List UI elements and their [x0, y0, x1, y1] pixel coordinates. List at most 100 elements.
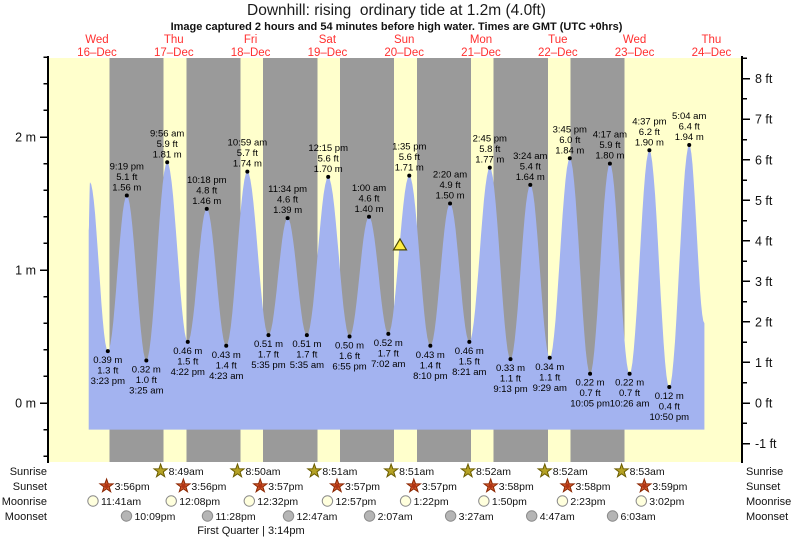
tide-point-dot	[185, 339, 190, 344]
tide-point-dot	[487, 165, 492, 170]
sunset-time: 3:56pm	[115, 481, 150, 493]
tide-point-dot	[204, 206, 209, 211]
tide-low-label: 1.4 ft	[216, 360, 237, 371]
tide-low-label: 0.52 m	[374, 338, 403, 349]
tide-high-label: 5.6 ft	[318, 153, 339, 164]
day-label: Sun	[394, 34, 414, 46]
sunset-row-label-right: Sunset	[746, 481, 781, 493]
moonset-time: 10:09pm	[134, 511, 175, 523]
sunrise-icon	[152, 462, 169, 478]
day-date-label: 17–Dec	[154, 47, 194, 59]
ft-axis-label: -1 ft	[755, 437, 777, 451]
tide-high-label: 10:18 pm	[187, 175, 227, 186]
moonrise-icon	[321, 495, 334, 507]
tide-low-label: 7:02 am	[371, 359, 405, 370]
page-title: Downhill: rising ordinary tide at 1.2m (…	[247, 2, 546, 19]
ft-axis-label: 7 ft	[755, 113, 773, 127]
sunrise-icon	[536, 462, 553, 478]
sunrise-row-label-left: Sunrise	[9, 466, 47, 478]
day-label: Sat	[319, 34, 337, 46]
ft-axis-label: 2 ft	[755, 315, 773, 329]
moonrise-icon	[87, 495, 99, 507]
tide-low-label: 1.5 ft	[177, 356, 198, 367]
tide-high-label: 4.6 ft	[277, 195, 298, 206]
moonset-icon	[120, 510, 133, 522]
sunrise-time: 8:53am	[630, 466, 665, 478]
tide-low-label: 1.4 ft	[420, 360, 441, 371]
sunrise-time: 8:51am	[322, 466, 357, 478]
sunrise-row-label-right: Sunrise	[746, 466, 784, 478]
tide-high-label: 10:59 am	[228, 138, 268, 149]
tide-low-label: 10:50 pm	[649, 412, 689, 423]
moonset-icon	[526, 510, 538, 522]
ft-axis-label: 6 ft	[755, 153, 773, 167]
tide-high-label: 6.0 ft	[559, 135, 580, 146]
sunrise-time: 8:51am	[399, 466, 434, 478]
tide-point-dot	[347, 334, 352, 339]
sunset-icon-core	[104, 483, 109, 489]
tide-low-label: 10:26 am	[610, 399, 650, 410]
tide-point-dot	[266, 333, 271, 338]
tide-point-dot	[165, 160, 170, 165]
tide-low-label: 4:22 pm	[171, 367, 205, 378]
moonset-icon	[282, 510, 295, 522]
tide-point-dot	[304, 333, 309, 338]
day-label: Wed	[85, 34, 108, 46]
sunrise-icon	[459, 462, 477, 478]
tide-point-dot	[588, 371, 593, 376]
tide-high-label: 4:17 am	[593, 130, 627, 141]
tide-point-dot	[508, 357, 513, 362]
tide-low-label: 1.0 ft	[136, 375, 157, 386]
tide-high-label: 11:34 pm	[268, 184, 307, 195]
tide-low-label: 10:05 pm	[570, 399, 610, 410]
tide-point-dot	[285, 216, 290, 221]
tide-point-dot	[245, 169, 250, 174]
moonset-time: 12:47am	[297, 511, 338, 523]
moonrise-icon	[243, 495, 256, 507]
tide-low-label: 0.39 m	[93, 355, 122, 366]
tide-point-dot	[567, 156, 572, 161]
moonrise-time: 11:41am	[101, 496, 141, 508]
sunrise-icon	[229, 462, 246, 478]
tide-high-label: 1.84 m	[555, 145, 584, 156]
day-date-label: 16–Dec	[77, 47, 117, 59]
tide-high-label: 5.8 ft	[479, 144, 500, 155]
moonrise-icon	[165, 495, 177, 507]
day-label: Mon	[470, 34, 492, 46]
tide-low-label: 0.46 m	[455, 346, 484, 357]
tide-high-label: 1.40 m	[354, 204, 383, 215]
tide-low-label: 9:13 pm	[493, 384, 527, 395]
tide-point-dot	[144, 358, 149, 363]
sunset-time: 3:57pm	[268, 481, 303, 493]
m-axis-label: 1 m	[15, 264, 36, 278]
tide-high-label: 9:56 am	[150, 128, 184, 139]
tide-high-label: 5.4 ft	[520, 161, 541, 172]
tide-low-label: 0.50 m	[335, 341, 364, 352]
tide-high-label: 1.64 m	[516, 172, 545, 183]
tide-low-label: 8:21 am	[452, 367, 486, 378]
sunset-time: 3:57pm	[345, 481, 380, 493]
sunset-icon-core	[565, 483, 570, 489]
tide-point-dot	[105, 349, 110, 354]
tide-low-label: 0.22 m	[615, 378, 644, 389]
tide-high-label: 6.2 ft	[639, 127, 660, 138]
ft-axis-label: 8 ft	[755, 72, 773, 86]
tide-low-label: 0.51 m	[292, 339, 321, 350]
sunset-icon-core	[488, 483, 493, 489]
tide-low-label: 0.51 m	[254, 339, 283, 350]
moonrise-icon	[478, 495, 490, 507]
tide-low-label: 6:55 pm	[332, 362, 366, 373]
moon-phase-note: First Quarter | 3:14pm	[197, 525, 305, 537]
moonrise-time: 12:57pm	[335, 496, 376, 508]
tide-high-label: 6.4 ft	[679, 121, 700, 132]
tide-high-label: 1:35 pm	[392, 142, 426, 153]
day-label: Wed	[623, 34, 646, 46]
moonrise-icon	[556, 495, 569, 507]
tide-low-label: 0.4 ft	[659, 402, 680, 413]
m-axis-label: 0 m	[15, 397, 36, 411]
tide-low-label: 0.33 m	[496, 363, 525, 374]
day-date-label: 24–Dec	[692, 47, 732, 59]
tide-point-dot	[667, 385, 672, 390]
